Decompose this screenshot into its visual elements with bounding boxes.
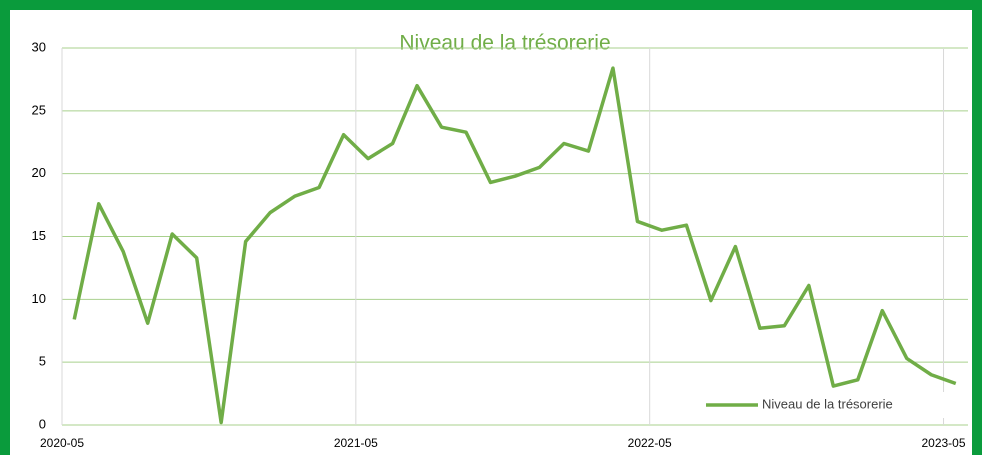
y-tick-label: 30 (32, 39, 46, 54)
x-tick-label: 2020-05 (40, 436, 84, 450)
x-tick-label: 2023-05 (921, 436, 965, 450)
legend-label: Niveau de la trésorerie (762, 396, 893, 411)
y-tick-label: 15 (32, 228, 46, 243)
y-tick-label: 20 (32, 165, 46, 180)
x-tick-label: 2022-05 (628, 436, 672, 450)
chart-title: Niveau de la trésorerie (399, 32, 610, 55)
y-tick-label: 0 (39, 416, 46, 431)
line (72, 66, 957, 425)
chart-background (10, 10, 972, 455)
y-tick-label: 25 (32, 102, 46, 117)
y-tick-label: 10 (32, 291, 46, 306)
x-tick-label: 2021-05 (334, 436, 378, 450)
y-tick-label: 5 (39, 354, 46, 369)
